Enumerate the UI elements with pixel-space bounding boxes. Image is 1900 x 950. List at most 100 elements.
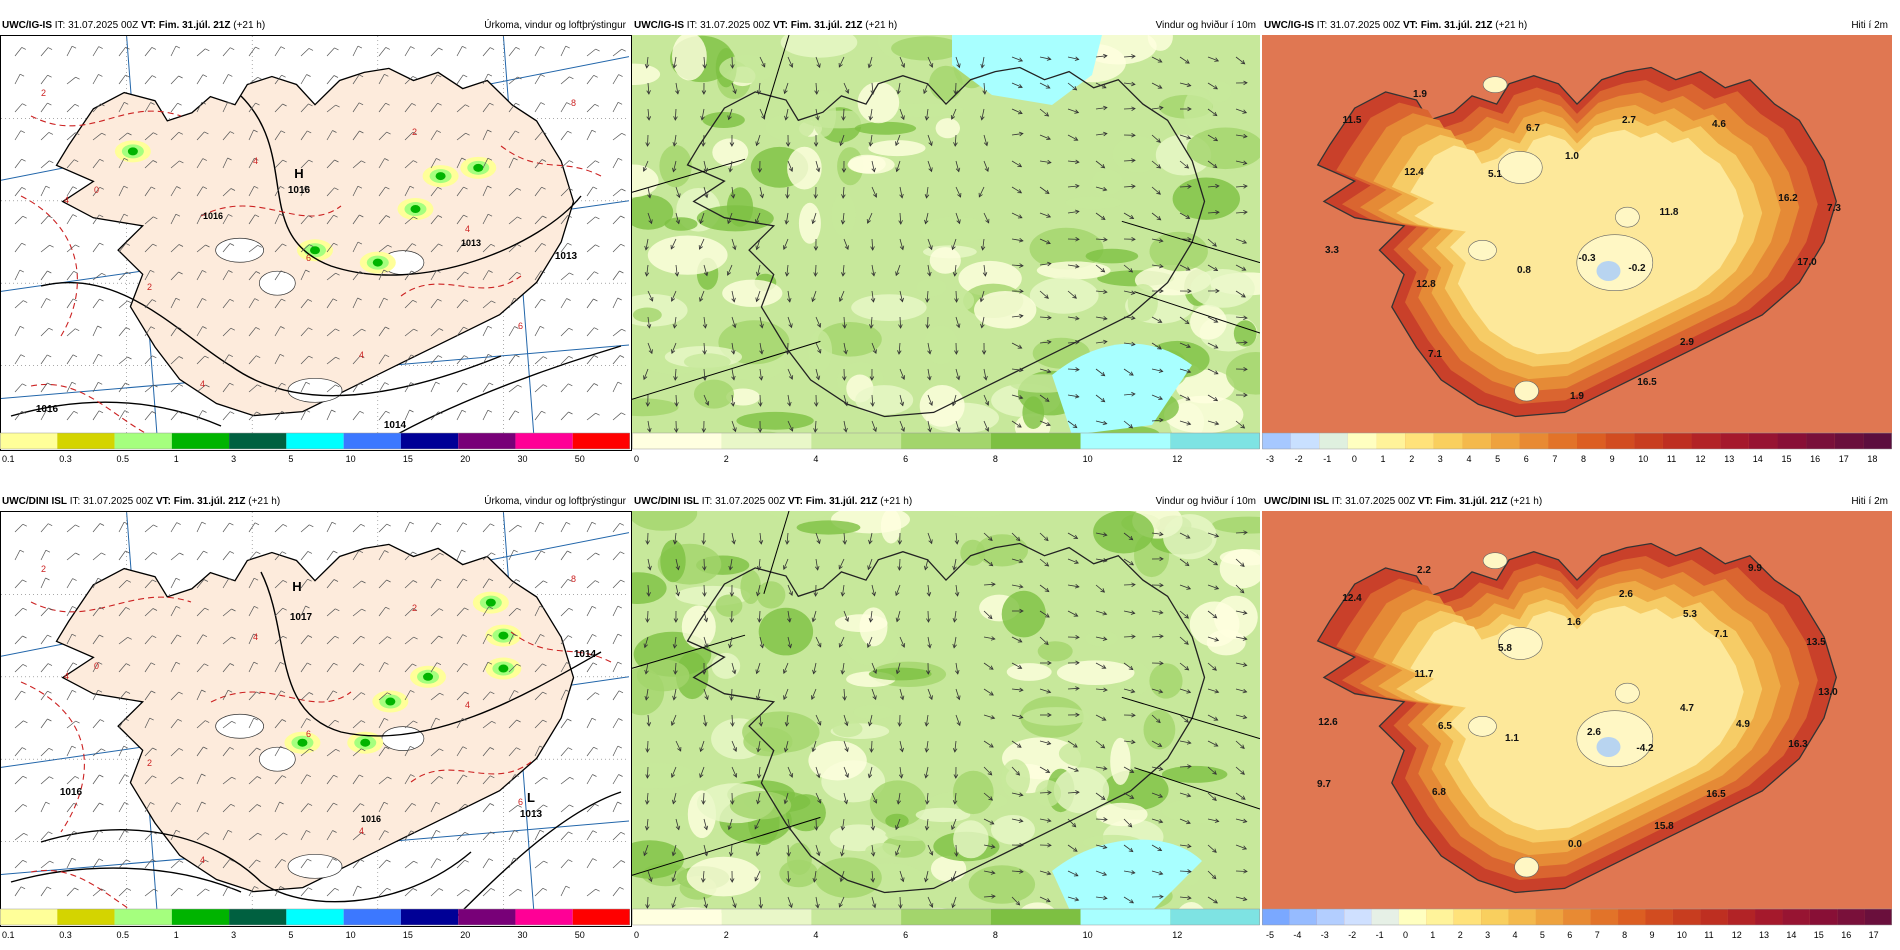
- wind-barb-icon: [222, 690, 229, 701]
- colorbar-swatch: [1433, 433, 1463, 449]
- wind-barb-icon: [179, 160, 184, 164]
- wind-arrow-icon: [981, 56, 985, 68]
- wind-arrow-icon: [1046, 870, 1052, 876]
- wind-barb-icon: [333, 662, 338, 666]
- wind-arrow-icon: [1073, 847, 1078, 852]
- wind-arrow-icon: [1102, 844, 1108, 850]
- wind-arrow-icon: [900, 375, 905, 380]
- wind-arrow-icon: [1207, 82, 1218, 90]
- wind-arrow-icon: [672, 141, 678, 147]
- model-name: UWC/DINI ISL: [1264, 496, 1329, 507]
- wind-barb-icon: [378, 830, 385, 841]
- wind-arrow-icon: [1015, 771, 1021, 776]
- wind-arrow-icon: [1214, 585, 1220, 590]
- wind-barb-icon: [404, 46, 411, 57]
- temp-map-layer: 2.2 9.912.4 2.65.31.613.55.87.111.713.012.…: [1262, 511, 1892, 925]
- wind-arrow-icon: [1151, 56, 1162, 63]
- wind-arrow-icon: [1011, 56, 1023, 62]
- colorbar-tick-label: 3: [231, 930, 236, 940]
- wind-arrow-icon: [675, 818, 680, 830]
- wind-barb-icon: [14, 158, 22, 169]
- wind-arrow-icon: [731, 297, 736, 303]
- wind-arrow-icon: [895, 617, 901, 623]
- wind-arrow-icon: [1212, 770, 1217, 775]
- wind-barb-icon: [40, 801, 47, 813]
- wind-arrow-icon: [811, 747, 816, 753]
- wind-arrow-icon: [815, 375, 821, 381]
- wind-arrow-icon: [1207, 870, 1217, 879]
- wind-barb-icon: [437, 578, 442, 582]
- wind-arrow-icon: [646, 264, 649, 276]
- wind-arrow-icon: [726, 271, 732, 276]
- wind-arrow-icon: [867, 63, 873, 69]
- colorbar-swatch: [1548, 433, 1577, 449]
- wind-barb-icon: [22, 859, 27, 863]
- wind-arrow-icon: [1128, 847, 1134, 853]
- wind-speed-area: [686, 856, 761, 897]
- wind-barb-icon: [300, 159, 309, 169]
- colorbar-tick-label: 4: [813, 454, 818, 464]
- wind-speed-area: [1112, 136, 1164, 173]
- wind-barb-icon: [75, 552, 80, 556]
- wind-barb-icon: [92, 748, 102, 757]
- wind-barb-icon: [307, 635, 313, 638]
- wind-arrow-icon: [1184, 718, 1189, 723]
- wind-barb-icon: [300, 215, 309, 225]
- wind-arrow-icon: [758, 82, 761, 94]
- colorbar-frame: [632, 432, 1260, 450]
- wind-arrow-icon: [701, 90, 707, 95]
- wind-arrow-icon: [899, 108, 905, 120]
- wind-arrow-icon: [702, 323, 708, 329]
- wind-barb-icon: [543, 860, 548, 864]
- colorbar-swatch: [171, 909, 230, 925]
- precip-area: [372, 258, 383, 267]
- wind-barb-icon: [352, 524, 362, 533]
- wind-arrow-icon: [1101, 84, 1107, 89]
- wind-arrow-icon: [1123, 844, 1134, 852]
- wind-arrow-icon: [783, 688, 789, 700]
- colorbar-swatch: [1577, 433, 1606, 449]
- wind-barb-icon: [227, 157, 232, 161]
- wind-barb-icon: [352, 692, 362, 701]
- wind-barb-icon: [488, 606, 493, 610]
- wind-barb-icon: [612, 355, 621, 365]
- pressure-label: 1016: [203, 211, 223, 221]
- wind-speed-area: [798, 202, 821, 244]
- wind-barb-icon: [592, 830, 597, 834]
- wind-barb-icon: [19, 269, 24, 273]
- colorbar-swatch: [1782, 909, 1810, 925]
- wind-arrow-icon: [785, 212, 789, 224]
- wind-speed-area: [719, 54, 775, 84]
- wind-barb-icon: [352, 271, 361, 281]
- wind-barb-icon: [332, 690, 338, 694]
- temperature-value: 12.6: [1318, 717, 1338, 728]
- wind-arrow-icon: [869, 108, 873, 120]
- wind-barb-icon: [612, 690, 620, 701]
- wind-arrow-icon: [699, 747, 704, 753]
- wind-barb-icon: [378, 215, 387, 225]
- wind-barb-icon: [540, 270, 546, 274]
- wind-arrow-icon: [1207, 584, 1219, 590]
- wind-arrow-icon: [1102, 766, 1108, 771]
- panel-header: UWC/IG-IS IT: 31.07.2025 00Z VT: Fim. 31…: [0, 17, 630, 35]
- graticule-line: [632, 158, 746, 193]
- wind-barb-icon: [404, 160, 414, 169]
- wind-arrow-icon: [842, 108, 845, 121]
- wind-barb-icon: [308, 103, 313, 107]
- wind-barb-icon: [40, 382, 48, 393]
- wind-barb-icon: [438, 411, 443, 415]
- wind-barb-icon: [196, 410, 203, 421]
- wind-arrow-icon: [704, 193, 709, 199]
- wind-arrow-icon: [1067, 394, 1079, 398]
- wind-arrow-icon: [842, 264, 845, 276]
- wind-arrow-icon: [900, 427, 905, 432]
- wind-barb-icon: [387, 776, 392, 780]
- wind-barb-icon: [592, 858, 597, 861]
- wind-arrow-icon: [1047, 660, 1052, 666]
- wind-barb-icon: [256, 747, 261, 751]
- wind-barb-icon: [204, 663, 209, 667]
- wind-barb-icon: [359, 214, 364, 218]
- wind-arrow-icon: [645, 618, 650, 623]
- wind-arrow-icon: [817, 720, 822, 726]
- wind-barb-icon: [144, 47, 153, 57]
